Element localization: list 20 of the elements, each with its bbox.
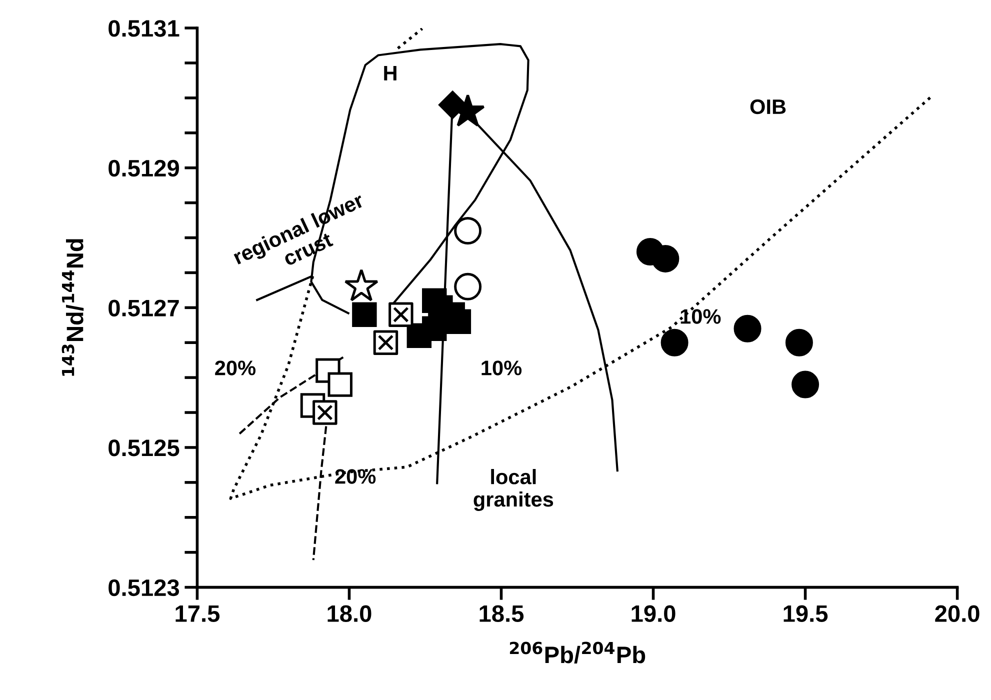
- x-tick-label: 19.5: [784, 605, 828, 622]
- x-tick-label: 20.0: [935, 605, 980, 622]
- y-tick-label: 0.5129: [108, 160, 179, 177]
- annotation: H: [384, 66, 396, 80]
- x-tick-label: 17.5: [176, 606, 220, 622]
- x-tick-label: 19.0: [632, 605, 676, 622]
- annotation: local granites: [474, 469, 554, 511]
- annotation: 10%: [680, 309, 721, 324]
- x-tick-label: 18.5: [480, 605, 524, 622]
- y-tick-label: 0.5127: [108, 300, 179, 316]
- annotation: 20%: [215, 360, 256, 376]
- y-axis-title: $^{143}$Nd/$^{144}$Nd: [62, 239, 84, 376]
- annotation: 20%: [335, 469, 376, 484]
- x-axis-title: $^{206}$Pb/$^{204}$Pb: [510, 642, 646, 664]
- x-tick-label: 18.0: [328, 605, 372, 622]
- y-tick-label: 0.5131: [108, 20, 180, 37]
- y-tick-label: 0.5123: [108, 579, 179, 596]
- annotation: 10%: [482, 360, 522, 376]
- annotation: OIB: [750, 99, 786, 114]
- y-tick-label: 0.5125: [108, 440, 180, 456]
